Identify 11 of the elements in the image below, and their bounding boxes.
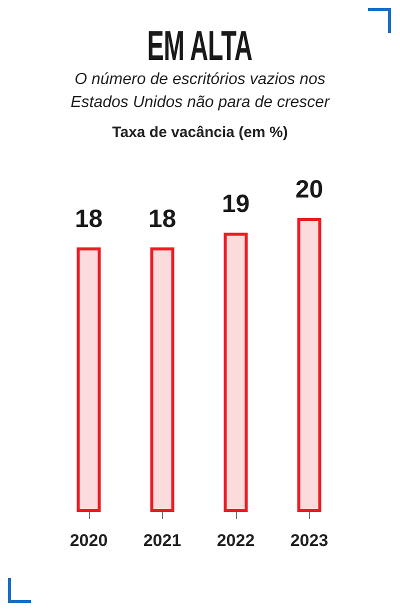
data-label: 19: [222, 190, 250, 218]
chart-subtitle: O número de escritórios vazios nos Estados Unidos não para de crescer: [70, 70, 331, 113]
data-label: 20: [295, 176, 324, 204]
x-tick-label: 2020: [70, 531, 108, 550]
x-tick-label: 2022: [216, 531, 255, 550]
x-tick-label: 2023: [290, 531, 328, 550]
data-label: 18: [74, 204, 103, 233]
text: Taxa de vacância (em %): [112, 123, 288, 143]
x-tick-label: 2021: [143, 531, 182, 550]
data-label: 18: [148, 204, 176, 233]
chart-title: EM ALTA: [147, 22, 253, 70]
